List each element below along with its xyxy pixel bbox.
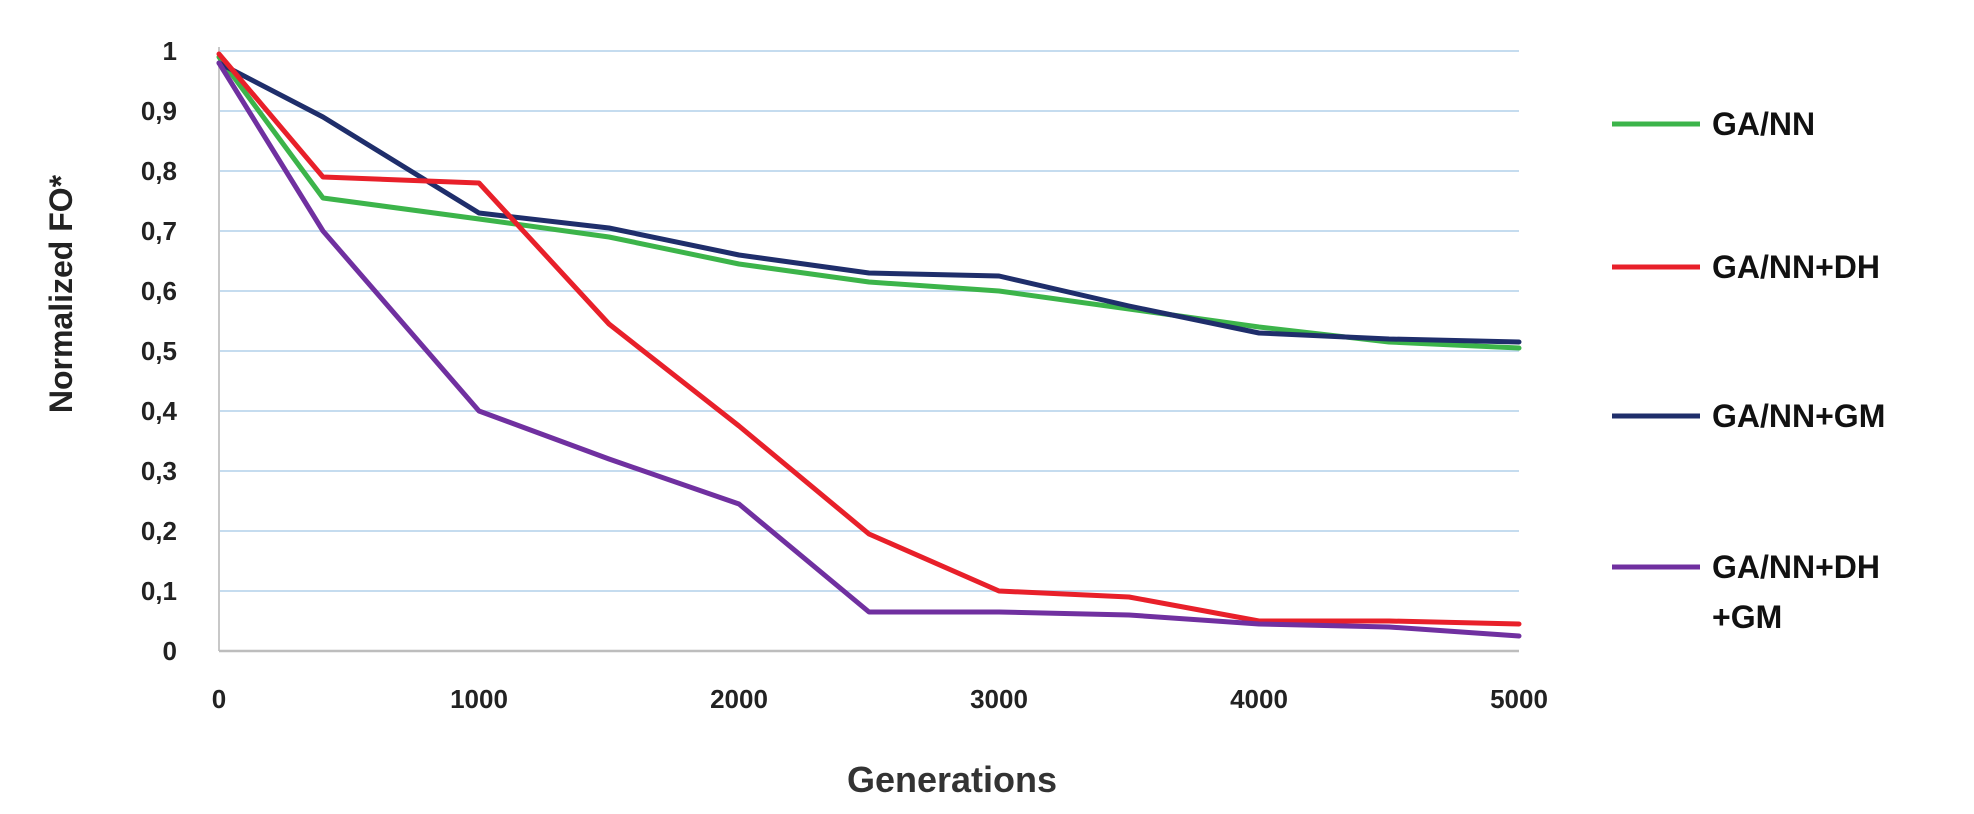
x-tick-label: 5000 (1490, 684, 1548, 714)
x-axis-label: Generations (847, 759, 1057, 800)
legend: GA/NN GA/NN+DH GA/NN+GM GA/NN+DH +GM (1612, 106, 1885, 635)
legend-label-ga-nn-dh-gm: +GM (1712, 599, 1782, 635)
y-tick-label: 0,8 (141, 156, 177, 186)
x-tick-label: 1000 (450, 684, 508, 714)
y-tick-label: 0,7 (141, 216, 177, 246)
y-tick-label: 0 (163, 636, 177, 666)
y-tick-label: 0,1 (141, 576, 177, 606)
series-line-ga-nn-dh-gm (216, 60, 1522, 639)
x-tick-label: 0 (212, 684, 226, 714)
series-line-ga-nn (216, 54, 1522, 351)
legend-label-ga-nn: GA/NN (1712, 106, 1815, 142)
series-line-ga-nn-gm (216, 60, 1522, 345)
y-tick-label: 0,6 (141, 276, 177, 306)
x-tick-label: 3000 (970, 684, 1028, 714)
grid-lines (219, 50, 1519, 592)
y-tick-label: 0,3 (141, 456, 177, 486)
x-tick-label: 4000 (1230, 684, 1288, 714)
x-tick-label: 2000 (710, 684, 768, 714)
series-line-ga-nn-dh (216, 51, 1522, 627)
y-tick-label: 1 (163, 36, 177, 66)
legend-label-ga-nn-gm: GA/NN+GM (1712, 398, 1885, 434)
x-tick-labels: 0 1000 2000 3000 4000 5000 (212, 684, 1548, 714)
y-axis-label: Normalized FO* (43, 174, 79, 413)
y-tick-label: 0,5 (141, 336, 177, 366)
axes (218, 47, 1519, 653)
y-tick-labels: 0 0,1 0,2 0,3 0,4 0,5 0,6 0,7 0,8 0,9 1 (141, 36, 178, 666)
legend-label-ga-nn-dh-gm: GA/NN+DH (1712, 549, 1880, 585)
y-tick-label: 0,2 (141, 516, 177, 546)
y-tick-label: 0,4 (141, 396, 178, 426)
legend-label-ga-nn-dh: GA/NN+DH (1712, 249, 1880, 285)
series-lines (216, 51, 1522, 639)
y-tick-label: 0,9 (141, 96, 177, 126)
